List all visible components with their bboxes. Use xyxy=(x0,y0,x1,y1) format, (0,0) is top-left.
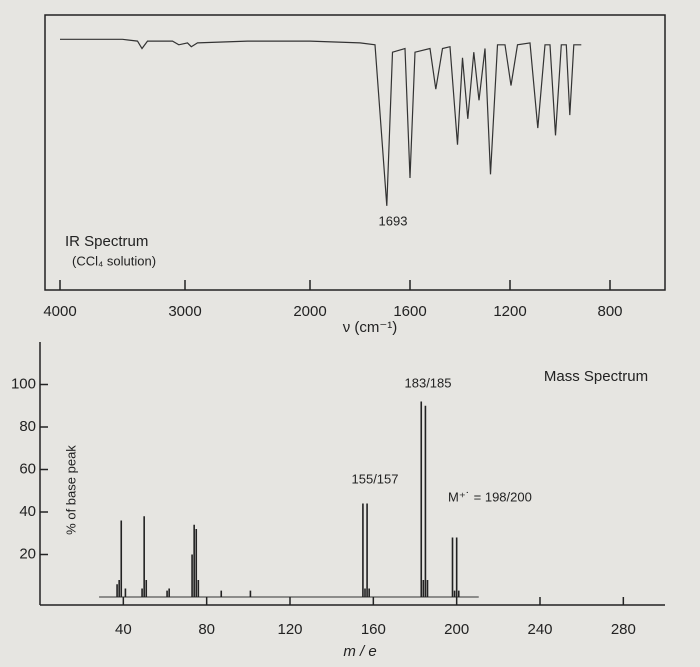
ms-title: Mass Spectrum xyxy=(544,368,648,385)
y-tick-label: 100 xyxy=(11,375,36,392)
x-tick-label: 80 xyxy=(198,621,215,638)
y-tick-label: 80 xyxy=(19,418,36,435)
peak-bar xyxy=(422,580,425,597)
peak-bar xyxy=(141,588,143,597)
ms-y-label: % of base peak xyxy=(63,445,78,535)
x-tick-label: 1600 xyxy=(393,303,426,320)
x-tick-label: 4000 xyxy=(43,303,76,320)
peak-bar xyxy=(420,401,423,597)
ir-title: IR Spectrum xyxy=(65,233,148,250)
ms-annotation: 183/185 xyxy=(405,375,452,390)
x-tick-label: 3000 xyxy=(168,303,201,320)
peak-bar xyxy=(145,580,148,597)
y-tick-label: 60 xyxy=(19,460,36,477)
peak-bar xyxy=(453,590,456,597)
ms-x-label: m / e xyxy=(343,643,376,660)
peak-bar xyxy=(364,588,366,597)
peak-bar xyxy=(249,590,252,597)
x-tick-label: 280 xyxy=(611,621,636,638)
y-tick-label: 40 xyxy=(19,503,36,520)
peak-bar xyxy=(193,524,195,597)
ir-frame xyxy=(44,14,666,291)
peak-bar xyxy=(457,590,460,597)
spectrum-line xyxy=(60,38,582,206)
x-tick-label: 40 xyxy=(115,621,132,638)
peak-bar xyxy=(455,537,458,597)
peak-bar xyxy=(143,516,145,597)
peak-bar xyxy=(195,529,198,597)
ms-annotation: M⁺˙ = 198/200 xyxy=(448,489,532,504)
peak-bar xyxy=(366,503,368,597)
peak-bar xyxy=(120,520,123,597)
x-tick-label: 240 xyxy=(527,621,552,638)
x-tick-label: 1200 xyxy=(493,303,526,320)
peak-bar xyxy=(118,580,120,597)
ir-annotation: 1693 xyxy=(379,213,408,228)
ir-x-label: ν (cm⁻¹) xyxy=(343,319,398,336)
peak-bar xyxy=(124,588,127,597)
peak-bar xyxy=(116,584,118,597)
x-tick-label: 160 xyxy=(361,621,386,638)
y-tick-label: 20 xyxy=(19,545,36,562)
ir-subtitle: (CCl₄ solution) xyxy=(72,253,156,268)
peak-bar xyxy=(424,405,427,597)
x-tick-label: 120 xyxy=(277,621,302,638)
x-tick-label: 2000 xyxy=(293,303,326,320)
peak-bar xyxy=(168,588,170,597)
peak-bar xyxy=(220,590,223,597)
peak-bar xyxy=(166,590,168,597)
peak-bar xyxy=(368,588,370,597)
peak-bar xyxy=(451,537,454,597)
x-tick-label: 200 xyxy=(444,621,469,638)
x-tick-label: 800 xyxy=(597,303,622,320)
ms-annotation: 155/157 xyxy=(352,471,399,486)
peak-bar xyxy=(197,580,200,597)
peak-bar xyxy=(426,580,429,597)
peak-bar xyxy=(362,503,364,597)
peak-bar xyxy=(191,554,193,597)
